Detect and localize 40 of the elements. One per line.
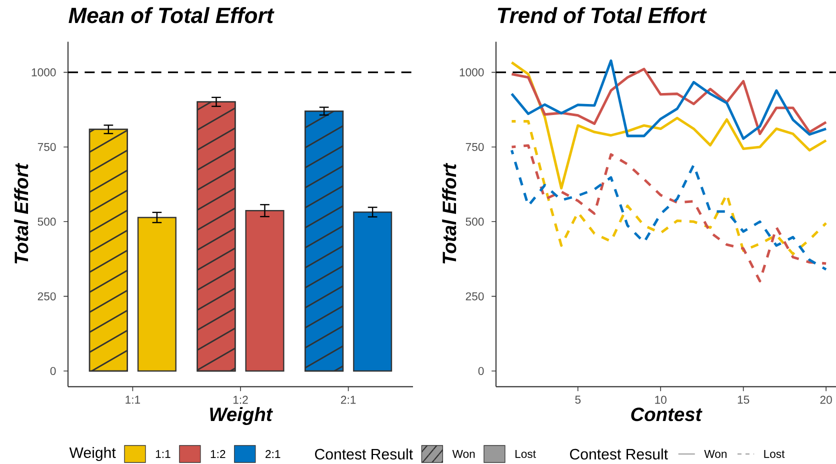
x-axis-title: Weight — [210, 407, 273, 425]
chart-title: Mean of Total Effort — [68, 7, 274, 24]
x-tick-label: 2:1 — [341, 396, 356, 404]
y-axis-title: Total Effort — [14, 162, 28, 264]
category-label: 1:2 — [210, 450, 226, 458]
x-tick-label: 15 — [738, 396, 750, 404]
text: Contest Result — [570, 448, 668, 460]
x-axis-title: Contest — [631, 408, 702, 422]
x-tick-label: 5 — [575, 396, 581, 404]
y-tick-label: 1000 — [460, 68, 484, 76]
text: Lost — [516, 450, 536, 458]
y-tick-label: 250 — [38, 292, 56, 300]
y-tick-label: 0 — [50, 367, 56, 376]
y-tick-label: 500 — [38, 218, 56, 226]
legend-label: Won — [452, 450, 475, 458]
x-tick-label: 1:1 — [126, 396, 140, 404]
legend-title: Contest Result — [315, 448, 413, 460]
x-tick-label: 10 — [655, 396, 666, 404]
y-tick-label: 1000 — [32, 68, 56, 76]
text: Won — [704, 450, 727, 458]
line-series — [510, 61, 828, 190]
line-series — [510, 68, 828, 136]
bar — [245, 210, 284, 372]
y-tick-label: 750 — [38, 142, 56, 151]
chart-title: Trend of Total Effort — [498, 7, 707, 24]
text: Lost — [764, 450, 785, 458]
x-tick-label: 1:2 — [233, 396, 248, 404]
bar — [353, 212, 392, 372]
category-label: 1:1 — [156, 450, 170, 458]
line-series — [510, 120, 828, 256]
y-tick-label: 0 — [478, 367, 484, 376]
y-axis-title: Total Effort — [442, 162, 456, 264]
line-series — [510, 59, 828, 140]
category-label: 2:1 — [266, 450, 280, 458]
x-tick-label: 20 — [820, 396, 832, 404]
y-tick-label: 250 — [466, 292, 484, 300]
text: Weight — [69, 446, 116, 461]
y-tick-label: 750 — [466, 142, 484, 151]
bar — [137, 216, 176, 372]
y-tick-label: 500 — [466, 218, 484, 226]
